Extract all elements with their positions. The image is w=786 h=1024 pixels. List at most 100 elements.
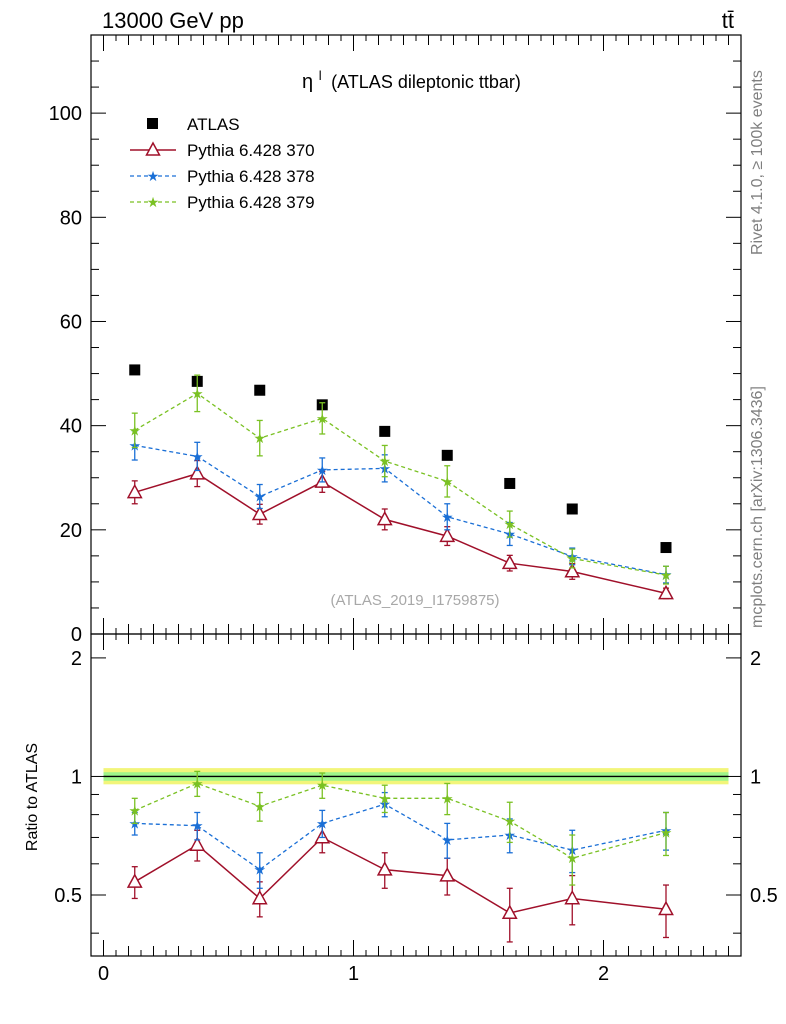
main-line-pythia-6-428-378 bbox=[134, 444, 667, 576]
main-point-atlas bbox=[504, 477, 516, 489]
main-axis-ticks: 0 20 40 60 80 100 bbox=[49, 34, 741, 646]
legend-label-pythia-378: Pythia 6.428 378 bbox=[187, 167, 315, 186]
main-point-pythia-6-428-379: ★ bbox=[316, 410, 329, 426]
legend-marker-atlas bbox=[147, 118, 158, 129]
ratio-point-pythia-6-428-379: ★ bbox=[503, 813, 516, 829]
main-point-pythia-6-428-370 bbox=[501, 554, 518, 570]
ratio-point-pythia-6-428-370 bbox=[189, 836, 206, 851]
ratio-point-pythia-6-428-378: ★ bbox=[191, 818, 204, 834]
ratio-y-tick-label-right: 1 bbox=[750, 766, 761, 788]
main-point-pythia-6-428-379: ★ bbox=[566, 550, 579, 566]
main-point-pythia-6-428-370 bbox=[439, 527, 456, 543]
ratio-point-pythia-6-428-370 bbox=[658, 900, 674, 916]
main-point-pythia-6-428-378: ★ bbox=[253, 488, 266, 504]
ratio-point-pythia-6-428-370 bbox=[251, 889, 268, 905]
legend-item-pythia-370: Pythia 6.428 370 bbox=[130, 141, 315, 160]
legend-label-pythia-379: Pythia 6.428 379 bbox=[187, 193, 315, 212]
y-tick-label: 80 bbox=[60, 207, 82, 229]
main-point-pythia-6-428-379: ★ bbox=[441, 473, 454, 489]
ratio-axis-label: Ratio to ATLAS bbox=[24, 743, 41, 851]
ratio-point-pythia-6-428-379: ★ bbox=[128, 802, 141, 818]
main-point-pythia-6-428-370 bbox=[658, 584, 674, 600]
collision-label: 13000 GeV pp bbox=[102, 8, 244, 33]
ratio-line-pythia-6-428-379 bbox=[134, 782, 667, 859]
main-point-pythia-6-428-370 bbox=[376, 510, 393, 526]
plot-title-symbol: η bbox=[302, 71, 313, 93]
main-point-pythia-6-428-379: ★ bbox=[128, 422, 141, 438]
main-point-pythia-6-428-379: ★ bbox=[191, 385, 204, 401]
mcplots-reference-label: mcplots.cern.ch [arXiv:1306.3436] bbox=[749, 386, 766, 628]
analysis-watermark: (ATLAS_2019_I1759875) bbox=[330, 592, 499, 609]
ratio-y-tick-label-right: 0.5 bbox=[750, 885, 778, 907]
legend-label-atlas: ATLAS bbox=[187, 115, 240, 134]
process-label: tt̄ bbox=[722, 8, 734, 33]
legend-label-pythia-370: Pythia 6.428 370 bbox=[187, 141, 315, 160]
plot-title-text: (ATLAS dileptonic ttbar) bbox=[331, 72, 521, 92]
main-point-atlas bbox=[379, 425, 391, 437]
main-line-pythia-6-428-370 bbox=[134, 472, 667, 595]
ratio-point-pythia-6-428-379: ★ bbox=[566, 850, 579, 866]
main-series-markers: ★★★★ ★★★★★★★★★★★★★★ bbox=[126, 364, 674, 600]
main-point-pythia-6-428-379: ★ bbox=[253, 430, 266, 446]
ratio-plot-frame bbox=[90, 633, 742, 957]
ratio-point-pythia-6-428-379: ★ bbox=[378, 790, 391, 806]
legend-marker-pythia-378: ★ bbox=[147, 168, 160, 184]
ratio-series-lines bbox=[134, 782, 667, 914]
legend-item-atlas: ATLAS bbox=[147, 115, 240, 134]
main-point-pythia-6-428-370 bbox=[564, 562, 581, 578]
x-tick-label: 1 bbox=[348, 963, 359, 985]
ratio-plot-background bbox=[103, 768, 729, 785]
main-point-pythia-6-428-379: ★ bbox=[660, 567, 673, 583]
ratio-point-pythia-6-428-378: ★ bbox=[316, 815, 329, 831]
main-point-atlas bbox=[660, 542, 672, 554]
x-tick-label: 0 bbox=[98, 963, 109, 985]
y-tick-label: 60 bbox=[60, 311, 82, 333]
legend-item-pythia-378: ★ Pythia 6.428 378 bbox=[130, 167, 315, 186]
rivet-version-label: Rivet 4.1.0, ≥ 100k events bbox=[749, 70, 766, 255]
main-point-pythia-6-428-379: ★ bbox=[503, 516, 516, 532]
plot-title: η l (ATLAS dileptonic ttbar) bbox=[302, 63, 521, 93]
x-tick-label: 2 bbox=[598, 963, 609, 985]
main-point-pythia-6-428-370 bbox=[126, 483, 143, 499]
ratio-point-pythia-6-428-379: ★ bbox=[191, 775, 204, 791]
legend-item-pythia-379: ★ Pythia 6.428 379 bbox=[130, 193, 315, 212]
ratio-point-pythia-6-428-378: ★ bbox=[253, 862, 266, 878]
y-tick-label: 100 bbox=[49, 103, 82, 125]
ratio-point-pythia-6-428-379: ★ bbox=[660, 825, 673, 841]
ratio-point-pythia-6-428-379: ★ bbox=[253, 798, 266, 814]
main-point-atlas bbox=[254, 384, 266, 396]
main-point-pythia-6-428-378: ★ bbox=[441, 509, 454, 525]
main-point-pythia-6-428-370 bbox=[251, 505, 268, 521]
plot-title-superscript: l bbox=[319, 68, 322, 83]
y-tick-label: 20 bbox=[60, 520, 82, 542]
main-point-pythia-6-428-379: ★ bbox=[378, 453, 391, 469]
ratio-axis-ticks: 0 1 2 0.5 0.5 1 1 2 2 bbox=[54, 634, 778, 985]
main-series-lines bbox=[134, 392, 667, 595]
ratio-point-pythia-6-428-370 bbox=[376, 861, 393, 876]
ratio-point-pythia-6-428-370 bbox=[439, 867, 456, 882]
main-point-pythia-6-428-370 bbox=[189, 464, 206, 480]
main-point-atlas bbox=[566, 503, 578, 515]
ratio-point-pythia-6-428-370 bbox=[126, 873, 143, 888]
ratio-point-pythia-6-428-378: ★ bbox=[441, 832, 454, 848]
ratio-y-tick-label-right: 2 bbox=[750, 648, 761, 670]
legend-marker-pythia-379: ★ bbox=[147, 194, 160, 210]
y-tick-label: 40 bbox=[60, 416, 82, 438]
ratio-y-tick-label-left: 0.5 bbox=[54, 885, 82, 907]
ratio-y-tick-label-left: 1 bbox=[71, 766, 82, 788]
main-point-pythia-6-428-378: ★ bbox=[316, 462, 329, 478]
main-point-atlas bbox=[129, 364, 141, 376]
y-tick-label: 0 bbox=[71, 624, 82, 646]
legend-marker-pythia-370 bbox=[145, 141, 161, 156]
ratio-line-pythia-6-428-370 bbox=[134, 836, 667, 914]
ratio-point-pythia-6-428-370 bbox=[564, 889, 581, 905]
legend: ATLAS Pythia 6.428 370 ★ Pythia 6.428 37… bbox=[130, 115, 315, 212]
main-point-pythia-6-428-378: ★ bbox=[191, 448, 204, 464]
ratio-point-pythia-6-428-370 bbox=[501, 904, 518, 920]
ratio-point-pythia-6-428-379: ★ bbox=[316, 777, 329, 793]
ratio-point-pythia-6-428-379: ★ bbox=[441, 790, 454, 806]
main-point-atlas bbox=[441, 449, 453, 461]
